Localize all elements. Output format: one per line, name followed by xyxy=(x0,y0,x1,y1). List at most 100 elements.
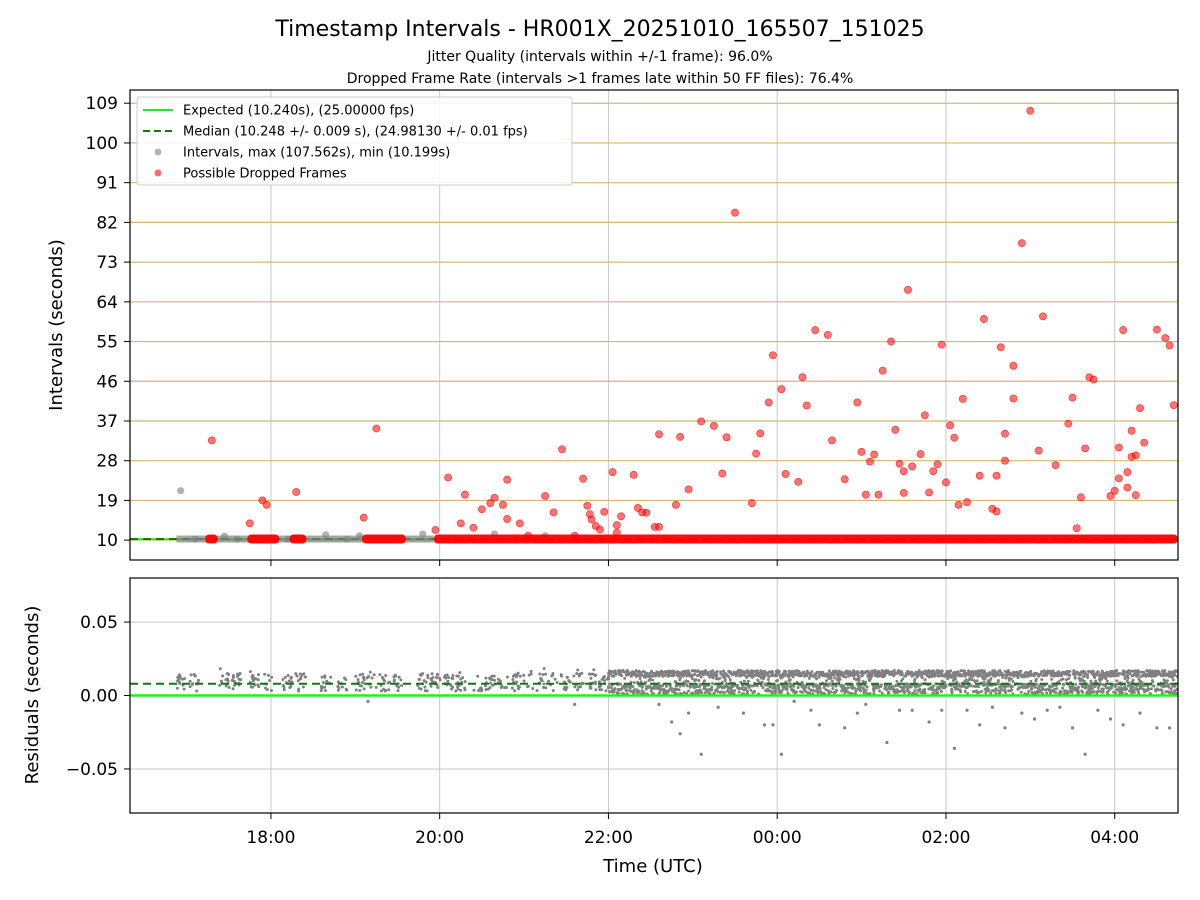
residual-point-2395 xyxy=(1121,691,1125,695)
residual-point-324 xyxy=(565,686,569,690)
residual-point-785 xyxy=(710,685,714,689)
residual-point-1604 xyxy=(919,671,923,675)
residual-point-24 xyxy=(188,679,192,683)
residual-outlier-33 xyxy=(1083,752,1087,756)
residual-point-2137 xyxy=(1057,680,1061,684)
residual-point-239 xyxy=(463,680,467,684)
x-tick-label-4: 02:00 xyxy=(921,828,970,848)
chart-subtitle-jitter: Jitter Quality (intervals within +/-1 fr… xyxy=(426,49,772,65)
residual-point-1444 xyxy=(878,689,882,693)
residual-point-229 xyxy=(456,687,460,691)
residual-point-135 xyxy=(358,689,362,693)
dropped-point-51 xyxy=(752,449,760,458)
residual-point-90 xyxy=(287,679,291,683)
residual-point-914 xyxy=(742,679,746,683)
dropped-point-38 xyxy=(642,508,651,517)
interval-point-8 xyxy=(233,535,241,543)
residual-point-1564 xyxy=(909,685,913,689)
residual-point-1214 xyxy=(818,686,822,690)
dropped-point-64 xyxy=(853,398,862,407)
residuals-panel-frame xyxy=(129,577,1179,814)
residual-point-147 xyxy=(365,676,369,680)
residual-point-1171 xyxy=(808,691,812,695)
residual-point-474 xyxy=(631,685,635,689)
residual-point-11 xyxy=(177,680,181,684)
residual-point-835 xyxy=(722,691,726,695)
residual-point-2415 xyxy=(1126,674,1130,678)
residual-point-1113 xyxy=(791,674,795,678)
residual-point-2498 xyxy=(1146,684,1150,688)
residual-point-222 xyxy=(446,679,450,683)
residual-point-330 xyxy=(568,680,572,684)
residual-point-2155 xyxy=(1061,677,1065,681)
legend-label-median: Median (10.248 +/- 0.009 s), (24.98130 +… xyxy=(183,125,528,140)
dropped-point-56 xyxy=(781,470,790,478)
residual-point-1011 xyxy=(766,677,770,681)
residual-point-2598 xyxy=(1169,687,1173,691)
dropped-point-22 xyxy=(558,445,566,454)
residual-point-41 xyxy=(237,677,241,681)
residual-point-66 xyxy=(251,679,255,683)
residual-point-94 xyxy=(294,672,298,676)
residual-point-354 xyxy=(589,676,593,680)
dropped-point-78 xyxy=(916,450,925,458)
dropped-point-43 xyxy=(676,432,685,441)
dropped-point-57 xyxy=(794,477,803,486)
dropped-point-86 xyxy=(950,433,959,442)
residual-point-1618 xyxy=(922,672,926,676)
residual-point-2613 xyxy=(1173,684,1177,688)
residual-point-2274 xyxy=(1091,670,1095,674)
residual-point-2021 xyxy=(1027,689,1031,693)
residual-point-2033 xyxy=(1030,687,1034,691)
residual-point-290 xyxy=(522,673,526,677)
residual-point-2587 xyxy=(1167,685,1171,689)
residual-point-2071 xyxy=(1040,670,1044,674)
residual-point-1900 xyxy=(996,682,1000,686)
dropped-point-71 xyxy=(887,337,896,346)
intervals-plot-area xyxy=(130,106,1178,544)
residual-point-116 xyxy=(321,681,325,685)
residual-point-1089 xyxy=(786,691,790,695)
residual-point-2366 xyxy=(1114,691,1118,695)
residual-point-1681 xyxy=(939,674,943,678)
residual-point-1450 xyxy=(879,683,883,687)
residual-point-600 xyxy=(664,684,668,688)
residual-point-210 xyxy=(429,678,433,682)
residual-point-671 xyxy=(682,690,686,694)
residual-point-2448 xyxy=(1134,669,1138,673)
residual-point-1146 xyxy=(801,683,805,687)
dropped-point-4 xyxy=(292,488,301,496)
residual-point-2404 xyxy=(1123,684,1127,688)
residual-point-328 xyxy=(565,675,569,679)
residual-point-2200 xyxy=(1073,674,1077,678)
residual-point-1894 xyxy=(995,688,999,692)
residual-point-1337 xyxy=(850,686,854,690)
residual-point-1844 xyxy=(982,680,986,684)
residual-point-2473 xyxy=(1139,670,1143,674)
residual-point-121 xyxy=(345,688,349,692)
residual-point-690 xyxy=(687,689,691,693)
dropped-point-115 xyxy=(1115,443,1123,452)
y-tick-label-top-3: 37 xyxy=(96,412,118,432)
residual-point-1284 xyxy=(837,669,841,673)
residual-point-1841 xyxy=(982,674,986,678)
residual-point-304 xyxy=(544,672,548,676)
residual-point-144 xyxy=(360,684,364,688)
residual-point-2509 xyxy=(1149,687,1153,691)
dropped-point-62 xyxy=(828,436,836,445)
residual-point-1932 xyxy=(1004,676,1008,680)
residual-point-1929 xyxy=(1003,685,1007,689)
residual-point-1381 xyxy=(861,679,865,683)
residual-point-638 xyxy=(675,684,679,688)
residual-point-184 xyxy=(422,679,426,683)
residual-point-2521 xyxy=(1151,669,1155,673)
residual-point-52 xyxy=(231,687,235,691)
residual-point-1114 xyxy=(791,671,795,675)
residual-point-627 xyxy=(672,674,676,678)
residual-point-129 xyxy=(336,680,340,684)
residual-point-2138 xyxy=(1057,670,1061,674)
dropped-point-94 xyxy=(992,471,1001,480)
residual-point-542 xyxy=(650,669,654,673)
residual-point-2309 xyxy=(1100,677,1104,681)
x-tick-label-0: 18:00 xyxy=(246,828,295,848)
